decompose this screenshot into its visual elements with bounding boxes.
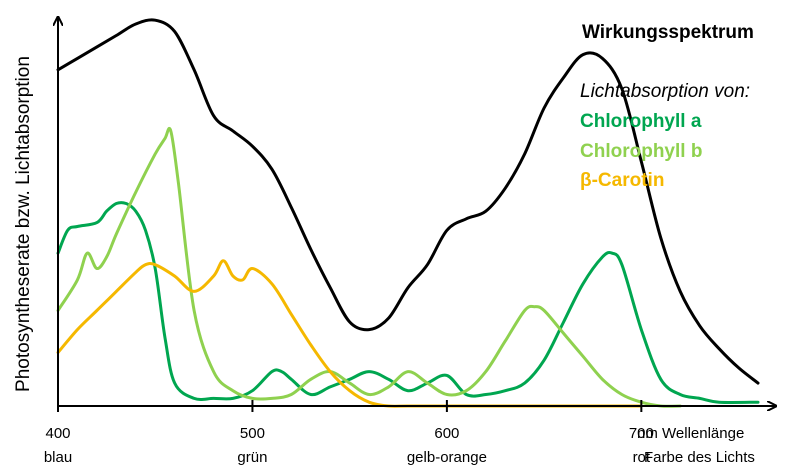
legend-item-beta-carotin: β-Carotin	[580, 170, 664, 191]
plot-series	[56, 18, 760, 408]
series-line-chlorophyll-b	[56, 126, 682, 408]
series-line-wirkungsspektrum	[56, 18, 760, 385]
color-label-600: gelb-orange	[407, 449, 487, 466]
color-label-500: grün	[237, 449, 267, 466]
color-label-700: rot	[633, 449, 651, 466]
color-label-400: blau	[44, 449, 72, 466]
legend-heading: Lichtabsorption von:	[580, 81, 750, 102]
legend-item-chlorophyll-a: Chlorophyll a	[580, 111, 702, 132]
series-line-chlorophyll-a	[56, 201, 760, 404]
x-ticks: 400 blau 500 grün 600 gelb-orange 700 rot	[44, 400, 654, 466]
chart-title: Wirkungsspektrum	[582, 22, 754, 43]
color-axis-label: Farbe des Lichts	[644, 449, 755, 466]
legend-item-chlorophyll-b: Chlorophyll b	[580, 141, 702, 162]
x-tick-label-400: 400	[45, 425, 70, 442]
legend: Wirkungsspektrum Lichtabsorption von: Ch…	[580, 22, 754, 191]
x-tick-label-700: 700	[629, 425, 654, 442]
y-axis-label: Photosyntheserate bzw. Lichtabsorption	[13, 56, 34, 392]
x-tick-label-600: 600	[434, 425, 459, 442]
x-axis-label: nm Wellenlänge	[637, 425, 744, 442]
x-tick-label-500: 500	[240, 425, 265, 442]
